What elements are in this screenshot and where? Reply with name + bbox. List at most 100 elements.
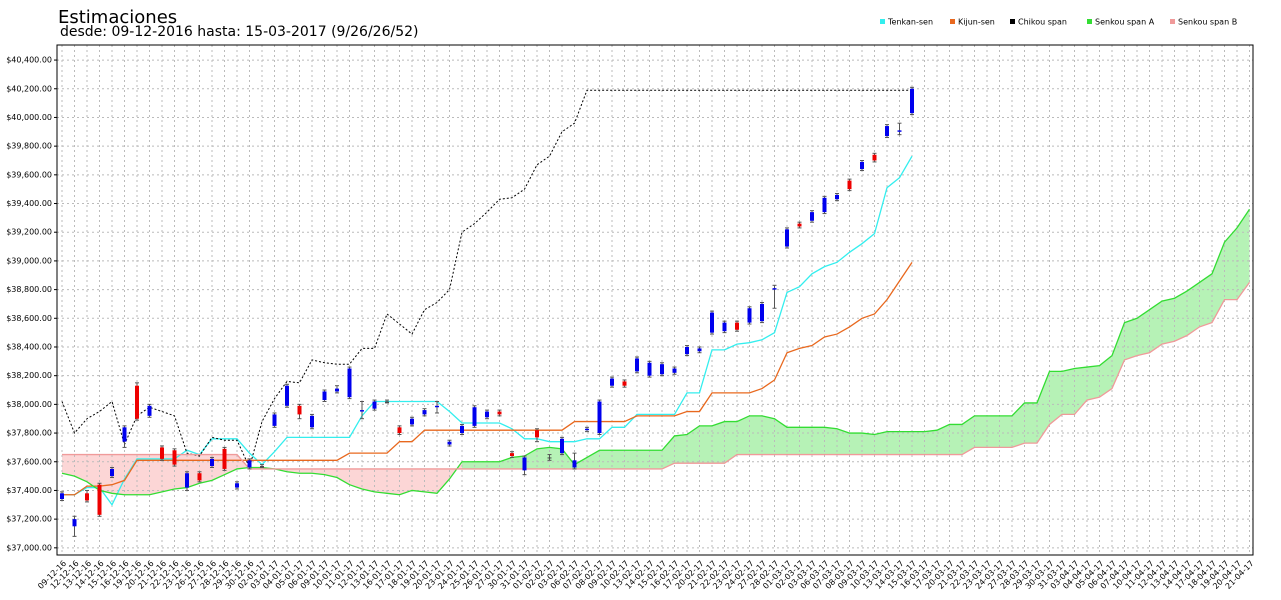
series-line: [61, 208, 1251, 496]
cloud-fill: [1099, 355, 1112, 398]
candle-body: [435, 405, 439, 408]
candle-body: [97, 484, 102, 515]
legend-swatch: [1010, 19, 1015, 24]
candle-body: [510, 453, 514, 457]
cloud-fill: [349, 468, 362, 490]
candle-body: [872, 154, 877, 161]
cloud-fill: [1149, 301, 1162, 353]
cloud-fill: [124, 454, 137, 495]
cloud-fill: [762, 415, 775, 455]
cloud-fill: [137, 454, 150, 495]
cloud-fill: [99, 454, 112, 494]
cloud-fill: [437, 468, 450, 494]
y-tick-label: $38,400.00: [6, 342, 52, 351]
legend-swatch: [880, 19, 885, 24]
cloud-fill: [524, 448, 537, 469]
candle-body: [772, 288, 777, 290]
y-tick-label: $40,200.00: [6, 84, 52, 93]
candle-body: [597, 401, 602, 434]
candle-body: [610, 378, 614, 386]
candle-body: [422, 410, 427, 415]
candle-body: [197, 473, 202, 481]
cloud-fill: [374, 468, 387, 494]
cloud-fill: [1224, 227, 1237, 300]
cloud-fill: [624, 450, 637, 469]
y-tick-label: $38,600.00: [6, 314, 52, 323]
cloud-fill: [662, 435, 675, 469]
candle-body: [560, 438, 564, 454]
series-line: [61, 89, 912, 469]
cloud-fill: [874, 431, 887, 455]
candle-body: [360, 410, 364, 412]
cloud-fill: [862, 433, 875, 455]
cloud-fill: [424, 468, 437, 494]
candle-body: [760, 303, 764, 322]
candle-body: [910, 88, 914, 114]
cloud-fill: [824, 427, 837, 455]
cloud-fill: [962, 415, 975, 455]
candle-body: [835, 194, 839, 200]
cloud-fill: [999, 415, 1012, 448]
cloud-fill: [1062, 368, 1075, 415]
candle-body: [222, 448, 227, 469]
candle-body: [347, 368, 352, 398]
candle-body: [172, 450, 177, 465]
cloud-fill: [387, 468, 400, 495]
y-tick-label: $40,400.00: [6, 56, 52, 65]
cloud-fill: [987, 415, 1000, 448]
y-tick-label: $39,800.00: [6, 142, 52, 151]
cloud-fill: [749, 415, 762, 455]
candle-body: [110, 468, 114, 477]
plot-border: [56, 44, 1254, 556]
y-tick-label: $39,600.00: [6, 170, 52, 179]
candle-body: [535, 430, 539, 438]
cloud-fill: [974, 415, 987, 448]
cloud-fill: [399, 468, 412, 495]
cloud-fill: [1199, 273, 1212, 327]
cloud-fill: [574, 457, 587, 469]
legend-label: Kijun-sen: [958, 18, 995, 27]
candle-body: [147, 405, 152, 416]
candle-body: [72, 519, 77, 527]
cloud-fill: [549, 447, 562, 469]
cloud-fill: [612, 450, 625, 469]
candle-body: [472, 407, 477, 426]
candle-body: [235, 483, 239, 488]
y-tick-label: $38,200.00: [6, 371, 52, 380]
legend-label: Tenkan-sen: [887, 18, 933, 27]
candle-body: [747, 308, 752, 323]
cloud-fill: [62, 454, 75, 477]
cloud-fill: [687, 425, 700, 464]
candle-body: [135, 385, 139, 419]
candle-body: [685, 346, 689, 355]
cloud-fill: [174, 454, 187, 490]
cloud-fill: [1024, 402, 1037, 444]
candle-body: [447, 441, 452, 445]
y-tick-label: $40,000.00: [6, 113, 52, 122]
y-tick-label: $39,200.00: [6, 228, 52, 237]
cloud-fill: [1012, 402, 1025, 448]
candle-body: [847, 180, 852, 190]
y-tick-label: $38,800.00: [6, 285, 52, 294]
candle-body: [810, 212, 814, 221]
cloud-fill: [299, 468, 312, 474]
candle-body: [210, 458, 214, 467]
cloud-fill: [699, 425, 712, 464]
candle-body: [622, 381, 627, 386]
cloud-fill: [512, 456, 525, 469]
cloud-fill: [1212, 242, 1225, 323]
cloud-fill: [474, 461, 487, 469]
candle-body: [372, 401, 377, 409]
candle-body: [822, 197, 827, 213]
candle-body: [310, 415, 314, 428]
cloud-fill: [337, 468, 350, 485]
candle-body: [885, 126, 889, 137]
candle-body: [497, 411, 502, 415]
y-tick-label: $38,000.00: [6, 400, 52, 409]
candle-body: [572, 460, 577, 468]
candle-body: [585, 428, 589, 431]
cloud-fill: [799, 427, 812, 455]
candle-body: [710, 312, 714, 333]
cloud-fill: [674, 434, 687, 464]
